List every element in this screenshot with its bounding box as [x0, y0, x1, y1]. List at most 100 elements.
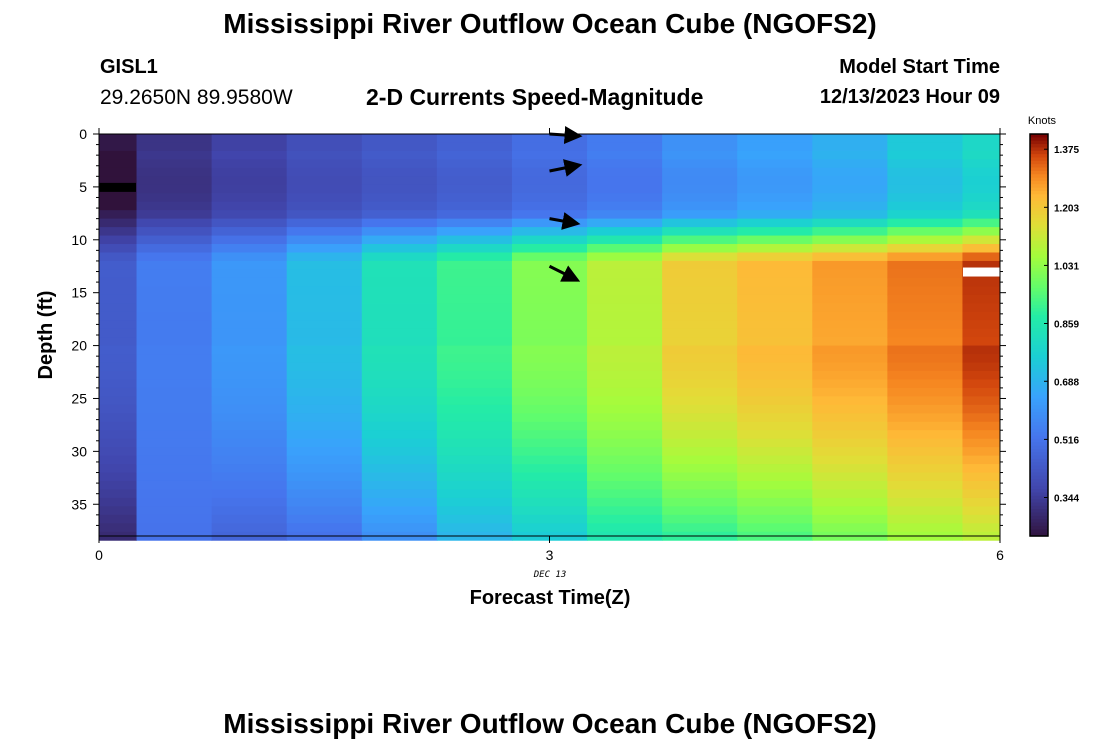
heatmap-cell: [436, 235, 513, 245]
heatmap-cell: [361, 404, 438, 414]
heatmap-cell: [587, 218, 663, 228]
heatmap-cell: [962, 506, 1001, 516]
heatmap-cell: [286, 176, 363, 186]
heatmap-cell: [136, 227, 213, 237]
heatmap-cell: [812, 506, 888, 516]
heatmap-cell: [962, 244, 1001, 253]
heatmap-cell: [662, 387, 738, 397]
heatmap-cell: [887, 497, 963, 507]
heatmap-cell: [962, 379, 1001, 389]
heatmap-cell: [737, 514, 813, 524]
colorbar-segment: [1030, 371, 1048, 376]
heatmap-cell: [812, 413, 888, 423]
heatmap-cell: [887, 489, 963, 499]
heatmap-cell: [286, 472, 363, 482]
heatmap-cell: [737, 227, 813, 237]
heatmap-cell: [136, 430, 213, 440]
heatmap-cell: [887, 523, 963, 533]
heatmap-cell: [962, 514, 1001, 524]
heatmap-cell: [361, 227, 438, 237]
heatmap-cell: [436, 514, 513, 524]
heatmap-cell: [361, 218, 438, 228]
heatmap-cell: [99, 294, 138, 304]
heatmap-cell: [887, 480, 963, 490]
heatmap-cell: [99, 303, 138, 313]
heatmap-cell: [436, 354, 513, 364]
heatmap-cell: [436, 489, 513, 499]
heatmap-cell: [737, 252, 813, 262]
colorbar-segment: [1030, 211, 1048, 215]
colorbar-segment: [1030, 338, 1048, 343]
heatmap-cell: [361, 235, 438, 245]
colorbar-tick-label: 1.375: [1054, 145, 1079, 156]
colorbar-segment: [1030, 167, 1048, 172]
heatmap-cell: [812, 421, 888, 431]
heatmap-cell: [211, 438, 288, 448]
heatmap-cell: [436, 387, 513, 397]
heatmap-cell: [737, 176, 813, 186]
colorbar-segment: [1030, 341, 1048, 346]
heatmap-cell: [511, 235, 588, 245]
x-tick-label: 0: [95, 547, 103, 563]
heatmap-cell: [136, 455, 213, 465]
colorbar-segment: [1030, 318, 1048, 323]
colorbar-segment: [1030, 140, 1048, 145]
heatmap-cell: [737, 506, 813, 516]
heatmap-cell: [136, 294, 213, 304]
colorbar-segment: [1030, 204, 1048, 209]
heatmap-cell: [136, 413, 213, 423]
heatmap-cell: [962, 447, 1001, 457]
heatmap-cell: [662, 514, 738, 524]
heatmap-cell: [99, 379, 138, 389]
heatmap-cell: [136, 447, 213, 457]
colorbar-segment: [1030, 355, 1048, 360]
heatmap-cell: [587, 413, 663, 423]
heatmap-cell: [662, 337, 738, 347]
heatmap-cell: [136, 489, 213, 499]
heatmap-cell: [511, 370, 588, 380]
colorbar-segment: [1030, 281, 1048, 286]
heatmap-cell: [361, 506, 438, 516]
colorbar-segment: [1030, 234, 1048, 239]
heatmap-cell: [887, 294, 963, 304]
station-coordinates: 29.2650N 89.9580W: [100, 86, 293, 109]
heatmap-cell: [737, 387, 813, 397]
heatmap-cell: [662, 142, 738, 152]
heatmap-cell: [662, 489, 738, 499]
heatmap-cell: [587, 362, 663, 372]
heatmap-cell: [962, 193, 1001, 203]
colorbar-segment: [1030, 314, 1048, 319]
heatmap-cell: [136, 379, 213, 389]
heatmap-cell: [587, 455, 663, 465]
colorbar-segment: [1030, 278, 1048, 282]
heatmap-cell: [511, 430, 588, 440]
heatmap-cell: [962, 370, 1001, 380]
colorbar-segment: [1030, 268, 1048, 272]
heatmap-cell: [887, 303, 963, 313]
heatmap-cell: [962, 235, 1001, 245]
heatmap-cell: [737, 447, 813, 457]
heatmap-cell: [136, 311, 213, 321]
heatmap-cell: [662, 184, 738, 194]
heatmap-cell: [812, 210, 888, 220]
heatmap-cell: [361, 362, 438, 372]
heatmap-cell: [962, 277, 1001, 287]
heatmap-cell: [887, 260, 963, 270]
colorbar-segment: [1030, 321, 1048, 326]
heatmap-cell: [737, 150, 813, 160]
heatmap-cell: [587, 489, 663, 499]
footer-title: Mississippi River Outflow Ocean Cube (NG…: [223, 708, 877, 739]
heatmap-cell: [662, 320, 738, 330]
colorbar-segment: [1030, 190, 1048, 195]
heatmap-cell: [887, 514, 963, 524]
heatmap-cell: [662, 354, 738, 364]
heatmap-cell: [286, 320, 363, 330]
heatmap-cell: [511, 489, 588, 499]
heatmap-cell: [361, 370, 438, 380]
heatmap-cell: [587, 210, 663, 220]
heatmap-cell: [211, 345, 288, 355]
heatmap-cell: [662, 218, 738, 228]
colorbar-segment: [1030, 489, 1048, 494]
heatmap-cell: [361, 176, 438, 186]
heatmap-cell: [812, 244, 888, 253]
